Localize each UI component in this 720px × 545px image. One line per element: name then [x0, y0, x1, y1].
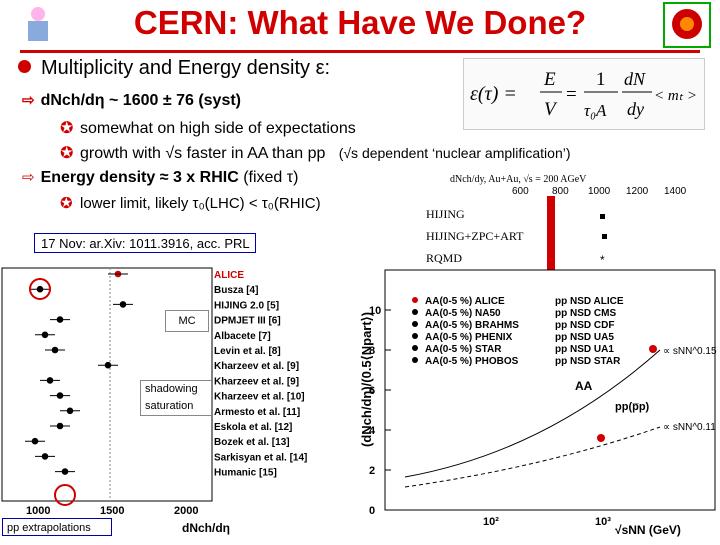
multiplicity-energy-chart: 0 2 4 6 8 10 10² 10³ √sNN (GeV) (dNch/dη)/(0.5⟨Np… [345, 262, 720, 540]
mc-label: MC [165, 310, 209, 332]
bullet-growth-note: (√s dependent ‘nuclear amplification’) [338, 145, 571, 161]
rhic-axis-tick: 1400 [664, 186, 687, 197]
bullet-energy-density: ⇨ Energy density ≈ 3 x RHIC (fixed τ) [22, 169, 299, 186]
formula-one: 1 [596, 69, 606, 90]
legend-pp: pp NSD ALICE [555, 296, 624, 307]
legend-aa: AA(0-5 %) PHENIX [425, 332, 513, 343]
model-label: Albacete [7] [214, 331, 271, 342]
model-label: Kharzeev et al. [9] [214, 376, 299, 387]
model-label: Kharzeev et al. [9] [214, 361, 299, 372]
y-tick-label: 2 [369, 465, 375, 477]
fit-aa-label: ∝ sNN^0.15 [663, 346, 717, 357]
rhic-row-hijing-zpc: HIJING+ZPC+ART [426, 229, 524, 243]
rhic-table-header: dNch/dy, Au+Au, √s = 200 AGeV [450, 174, 587, 185]
model-comparison-chart: ALICE Busza [4] HIJING 2.0 [5] DPMJET III [… [0, 262, 345, 540]
x-tick-label: 1000 [26, 505, 50, 517]
alice-pp-point [597, 434, 605, 442]
y-axis-label: (dNch/dη)/(0.5⟨Npart⟩) [359, 312, 374, 447]
x-tick-label: 2000 [174, 505, 198, 517]
rhic-row-rqmd: RQMD [426, 251, 462, 265]
y-tick-label: 10 [369, 305, 381, 317]
energy-density-formula: ε(τ) = E V = 1 τ₀A dN dy < mₜ > [463, 58, 705, 130]
legend-marker [412, 357, 418, 363]
fit-pp-label: ∝ sNN^0.11 [663, 422, 716, 433]
x-tick-label: 10² [483, 516, 499, 528]
page-title: CERN: What Have We Done? [133, 4, 587, 41]
formula-tau-a: τ₀A [584, 101, 607, 120]
x-axis-label: dNch/dη [182, 521, 230, 535]
bullet-expectation: ✪ somewhat on high side of expectations [60, 120, 356, 137]
shadowing-label: shadowing saturation [140, 380, 212, 416]
model-label: HIJING 2.0 [5] [214, 300, 279, 311]
model-label: Sarkisyan et al. [14] [214, 452, 307, 463]
legend-aa: AA(0-5 %) ALICE [425, 296, 505, 307]
formula-lhs: ε(τ) = [470, 83, 517, 105]
title-rule [20, 50, 700, 53]
legend-pp: pp NSD STAR [555, 356, 621, 367]
model-label: DPMJET III [6] [214, 316, 281, 327]
legend-aa: AA(0-5 %) BRAHMS [425, 320, 519, 331]
legend-marker [412, 297, 418, 303]
arxiv-reference[interactable]: 17 Nov: ar.Xiv: 1011.3916, acc. PRL [34, 233, 256, 253]
formula-v: V [544, 99, 558, 120]
rhic-axis-tick: 800 [552, 186, 569, 197]
svg-text:*: * [600, 253, 605, 267]
rhic-row-hijing: HIJING [426, 207, 465, 221]
bullet-main: Multiplicity and Energy density ε: [18, 57, 330, 80]
formula-mt: < mₜ > [654, 88, 697, 104]
legend-aa: AA(0-5 %) STAR [425, 344, 502, 355]
pp-curve-label: pp(p̅p) [615, 401, 650, 413]
aa-curve-label: AA [575, 379, 593, 393]
x-tick-label: 10³ [595, 516, 611, 528]
figure-icon [28, 7, 48, 41]
model-label: Busza [4] [214, 285, 258, 296]
formula-eq: = [566, 84, 577, 105]
model-label: ALICE [214, 270, 244, 281]
y-tick-label: 6 [369, 385, 375, 397]
highlight-ring [29, 278, 51, 300]
alice-logo-icon [663, 2, 711, 48]
fit-aa-curve [404, 349, 661, 478]
legend-marker [412, 345, 418, 351]
rhic-axis-tick: 600 [512, 186, 529, 197]
legend-aa: AA(0-5 %) NA50 [425, 308, 501, 319]
y-tick-label: 8 [369, 345, 375, 357]
model-label: Kharzeev et al. [10] [214, 392, 305, 403]
legend-marker [412, 321, 418, 327]
alice-aa-point [649, 345, 657, 353]
bullet-lower-limit: ✪ lower limit, likely τ₀(LHC) < τ₀(RHIC) [60, 195, 321, 212]
model-label: Eskola et al. [12] [214, 422, 292, 433]
bullet-growth: ✪ growth with √s faster in AA than pp (√s… [60, 145, 571, 162]
model-label: Armesto et al. [11] [214, 407, 300, 418]
formula-dn: dN [624, 69, 646, 89]
formula-dy: dy [627, 99, 644, 119]
legend-aa: AA(0-5 %) PHOBOS [425, 356, 519, 367]
model-label: Levin et al. [8] [214, 346, 281, 357]
x-tick-label: 1500 [100, 505, 124, 517]
legend-pp: pp NSD CMS [555, 308, 616, 319]
fit-pp-curve [404, 426, 661, 488]
x-axis-label: √sNN (GeV) [615, 523, 681, 537]
highlight-ring [54, 484, 76, 506]
legend-marker [412, 309, 418, 315]
legend-pp: pp NSD CDF [555, 320, 614, 331]
rhic-prediction-table: dNch/dy, Au+Au, √s = 200 AGeV 600 800 10… [420, 170, 720, 270]
rhic-axis-tick: 1200 [626, 186, 649, 197]
bullet-multiplicity: ⇨ dNch/dη ~ 1600 ± 76 (syst) [22, 92, 241, 109]
y-tick-label: 4 [369, 425, 376, 437]
rhic-axis-tick: 1000 [588, 186, 611, 197]
model-label: Humanic [15] [214, 468, 277, 479]
legend-marker [412, 333, 418, 339]
pp-extrapolations-label: pp extrapolations [2, 518, 112, 536]
y-tick-label: 0 [369, 505, 375, 517]
legend-pp: pp NSD UA1 [555, 344, 614, 355]
legend-pp: pp NSD UA5 [555, 332, 614, 343]
model-label: Bozek et al. [13] [214, 437, 290, 448]
formula-e: E [543, 69, 556, 90]
